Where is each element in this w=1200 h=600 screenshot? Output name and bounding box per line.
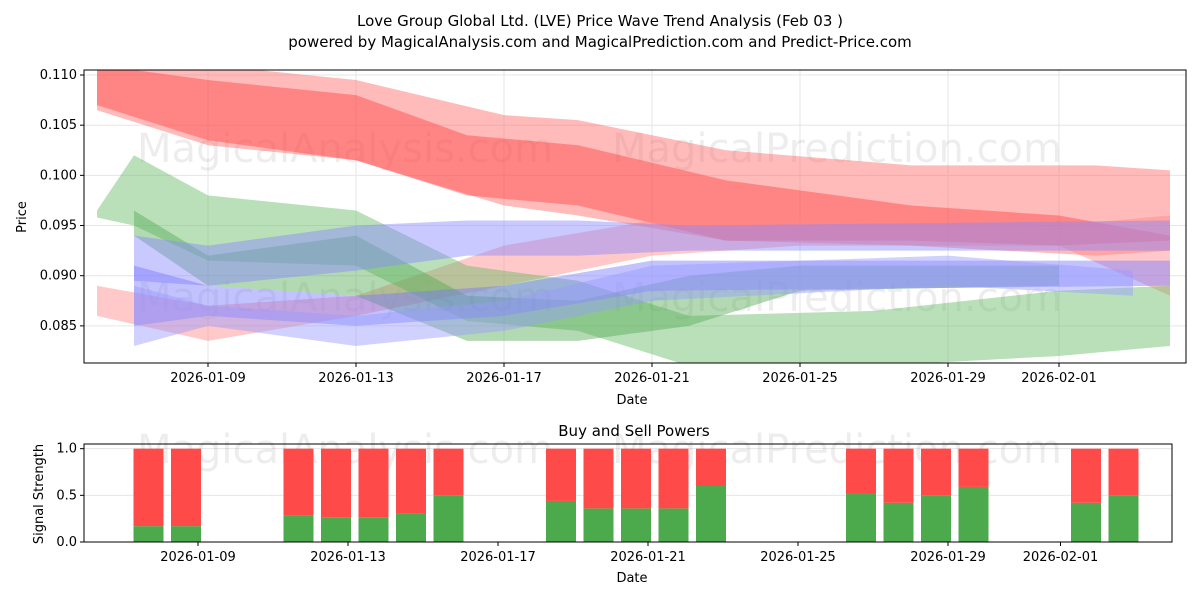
buy-bar [171, 526, 201, 542]
ytick-label: 0.0 [56, 535, 77, 550]
xtick-label: 2026-01-29 [910, 371, 986, 386]
xtick-label: 2026-01-13 [310, 550, 386, 565]
xtick-label: 2026-01-09 [160, 550, 236, 565]
xtick-label: 2026-02-01 [1023, 550, 1099, 565]
plot-frame [83, 69, 1187, 364]
buy-bar [1108, 495, 1139, 542]
sell-bar [133, 448, 164, 527]
wave-band [134, 260, 1170, 326]
chart-title: Love Group Global Ltd. (LVE) Price Wave … [357, 12, 843, 30]
buy-bar [846, 493, 876, 542]
xtick-label: 2026-01-25 [760, 550, 836, 565]
xtick-label: 2026-02-01 [1021, 371, 1097, 386]
buy-bar [658, 508, 689, 542]
buy-bar [583, 508, 614, 542]
bottom-title: Buy and Sell Powers [558, 422, 710, 440]
watermark: MagicalPrediction.com [612, 126, 1062, 172]
wave-band [97, 70, 1170, 256]
buy-bar [696, 486, 726, 542]
wave-band [97, 70, 1170, 246]
watermark: MagicalAnalysis.com [137, 275, 553, 321]
ytick-label: 0.090 [40, 269, 77, 284]
wave-band [134, 255, 1133, 346]
buy-bar [321, 517, 351, 542]
wave-band [97, 215, 1170, 341]
ytick-label: 0.100 [40, 168, 77, 183]
xtick-label: 2026-01-29 [910, 550, 986, 565]
watermark: MagicalAnalysis.com [137, 126, 553, 172]
xtick-label: 2026-01-17 [466, 371, 542, 386]
sell-bar [1108, 448, 1139, 496]
wave-band [134, 210, 1059, 341]
buy-bar [546, 500, 576, 542]
watermark: MagicalPrediction.com [612, 275, 1062, 321]
sell-bar [358, 448, 389, 518]
bottom-ylabel: Signal Strength [32, 444, 47, 544]
bands [97, 70, 1170, 363]
sell-bar [433, 448, 464, 496]
sell-bar [658, 448, 689, 509]
xtick-label: 2026-01-21 [614, 371, 690, 386]
buy-bar [921, 495, 951, 542]
xtick-label: 2026-01-09 [170, 371, 246, 386]
sell-bar [621, 448, 651, 509]
buy-bar [358, 517, 389, 542]
buy-bar [1071, 502, 1101, 542]
sell-bar [396, 448, 426, 514]
ytick-label: 0.085 [40, 319, 77, 334]
sell-bar [883, 448, 914, 503]
sell-bar [958, 448, 989, 487]
buy-bar [958, 486, 989, 542]
buy-bar [396, 513, 426, 542]
sell-bar [546, 448, 576, 501]
ytick-label: 0.105 [40, 118, 77, 133]
top-xlabel: Date [616, 393, 647, 408]
sell-bar [696, 448, 726, 486]
xtick-label: 2026-01-17 [460, 550, 536, 565]
ytick-label: 0.110 [40, 68, 77, 83]
sell-bar [283, 448, 314, 516]
ytick-label: 0.095 [40, 219, 77, 234]
bottom-xlabel: Date [616, 571, 647, 586]
wave-band [134, 220, 1170, 286]
sell-bar [1071, 448, 1101, 503]
ytick-label: 1.0 [56, 442, 77, 457]
sell-bar [846, 448, 876, 494]
top-ylabel: Price [15, 201, 30, 233]
xtick-label: 2026-01-25 [762, 371, 838, 386]
xtick-label: 2026-01-13 [318, 371, 394, 386]
sell-bar [171, 448, 201, 527]
buy-bar [433, 495, 464, 542]
chart-subtitle: powered by MagicalAnalysis.com and Magic… [288, 33, 912, 51]
sell-bar [321, 448, 351, 518]
sell-bar [921, 448, 951, 496]
buy-bar [883, 502, 914, 542]
buy-bar [133, 526, 164, 542]
sell-bar [583, 448, 614, 509]
xtick-label: 2026-01-21 [610, 550, 686, 565]
buy-bar [621, 508, 651, 542]
buy-bar [283, 515, 314, 542]
wave-band [97, 155, 1170, 363]
ytick-label: 0.5 [56, 488, 77, 503]
plot-frame [83, 443, 1173, 543]
